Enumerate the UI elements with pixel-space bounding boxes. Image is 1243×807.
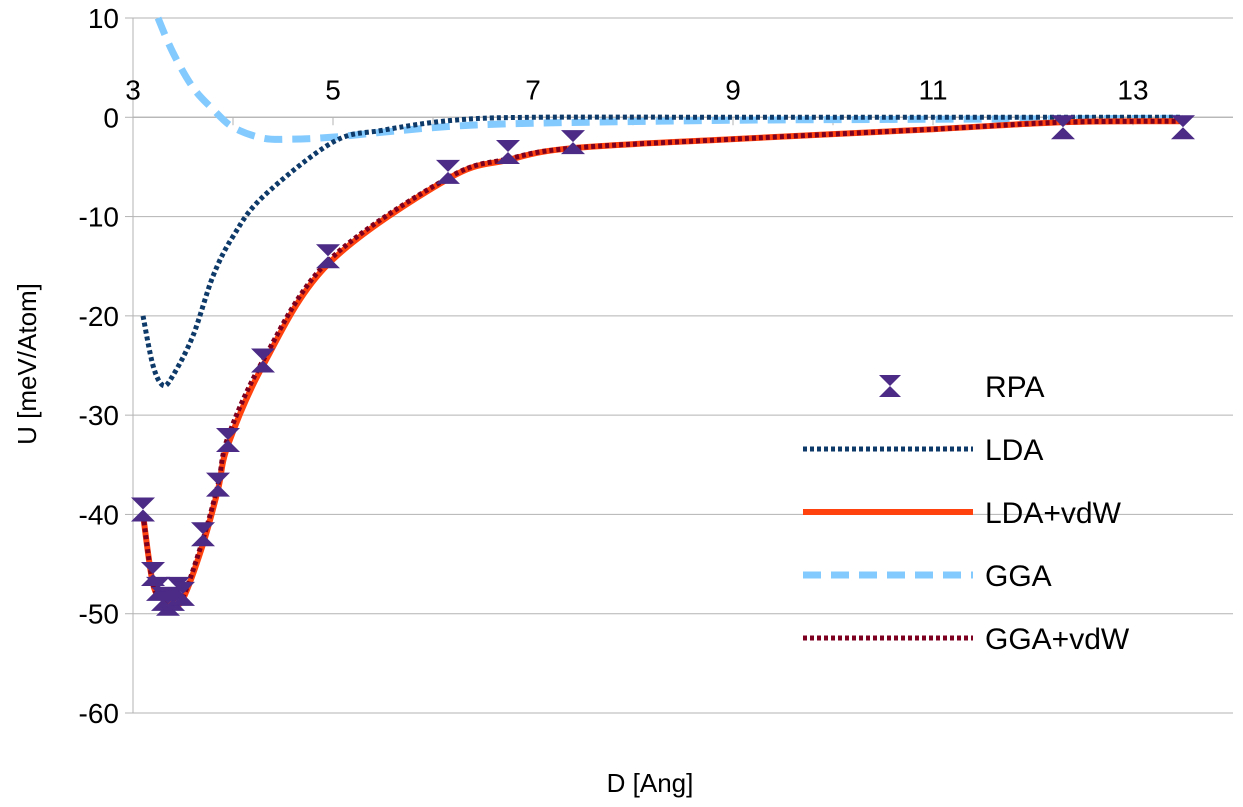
y-axis-title: U [meV/Atom] (12, 283, 42, 445)
rpa-marker (1051, 115, 1075, 140)
y-tick-label: -10 (79, 202, 119, 233)
y-tick-label: -60 (79, 698, 119, 729)
y-tick-label: -20 (79, 301, 119, 332)
y-tick-label: 0 (103, 102, 119, 133)
y-tick-label: -30 (79, 400, 119, 431)
legend-label: LDA+vdW (985, 497, 1122, 530)
rpa-marker (191, 522, 215, 547)
tick-labels: 10 0 -10 -20 -30 -40 -50 -60 3 5 7 9 11 13 (79, 3, 1149, 729)
rpa-marker (206, 472, 230, 497)
series-line-lda (140, 114, 1183, 389)
rpa-marker (1171, 115, 1195, 140)
rpa-marker (436, 159, 460, 184)
x-tick-label: 3 (125, 74, 141, 105)
legend-label: RPA (985, 371, 1044, 404)
legend-label: LDA (985, 434, 1043, 467)
x-tick-label: 5 (325, 74, 341, 105)
x-tick-label: 7 (525, 74, 541, 105)
legend: RPA LDA LDA+vdW GGA GGA+vdW (803, 371, 1130, 656)
series-line-lda-plus-vdw (140, 118, 1184, 608)
y-tick-label: -50 (79, 599, 119, 630)
series-markers (131, 115, 1195, 616)
rpa-marker (561, 130, 585, 155)
y-tick-label: -40 (79, 499, 119, 530)
rpa-marker (496, 140, 520, 165)
series-line-gga-plus-vdw (140, 118, 1184, 606)
x-axis-title: D [Ang] (607, 768, 694, 798)
rpa-marker (171, 581, 195, 606)
y-tick-label: 10 (88, 3, 119, 34)
rpa-marker (216, 427, 240, 452)
x-tick-label: 11 (918, 74, 947, 105)
x-tick-label: 9 (725, 74, 741, 105)
legend-marker-rpa (879, 375, 901, 397)
rpa-marker (251, 348, 275, 373)
x-tick-label: 13 (1117, 74, 1148, 105)
legend-label: GGA+vdW (985, 623, 1130, 656)
rpa-marker (316, 244, 340, 269)
legend-label: GGA (985, 560, 1052, 593)
rpa-marker (131, 497, 155, 522)
